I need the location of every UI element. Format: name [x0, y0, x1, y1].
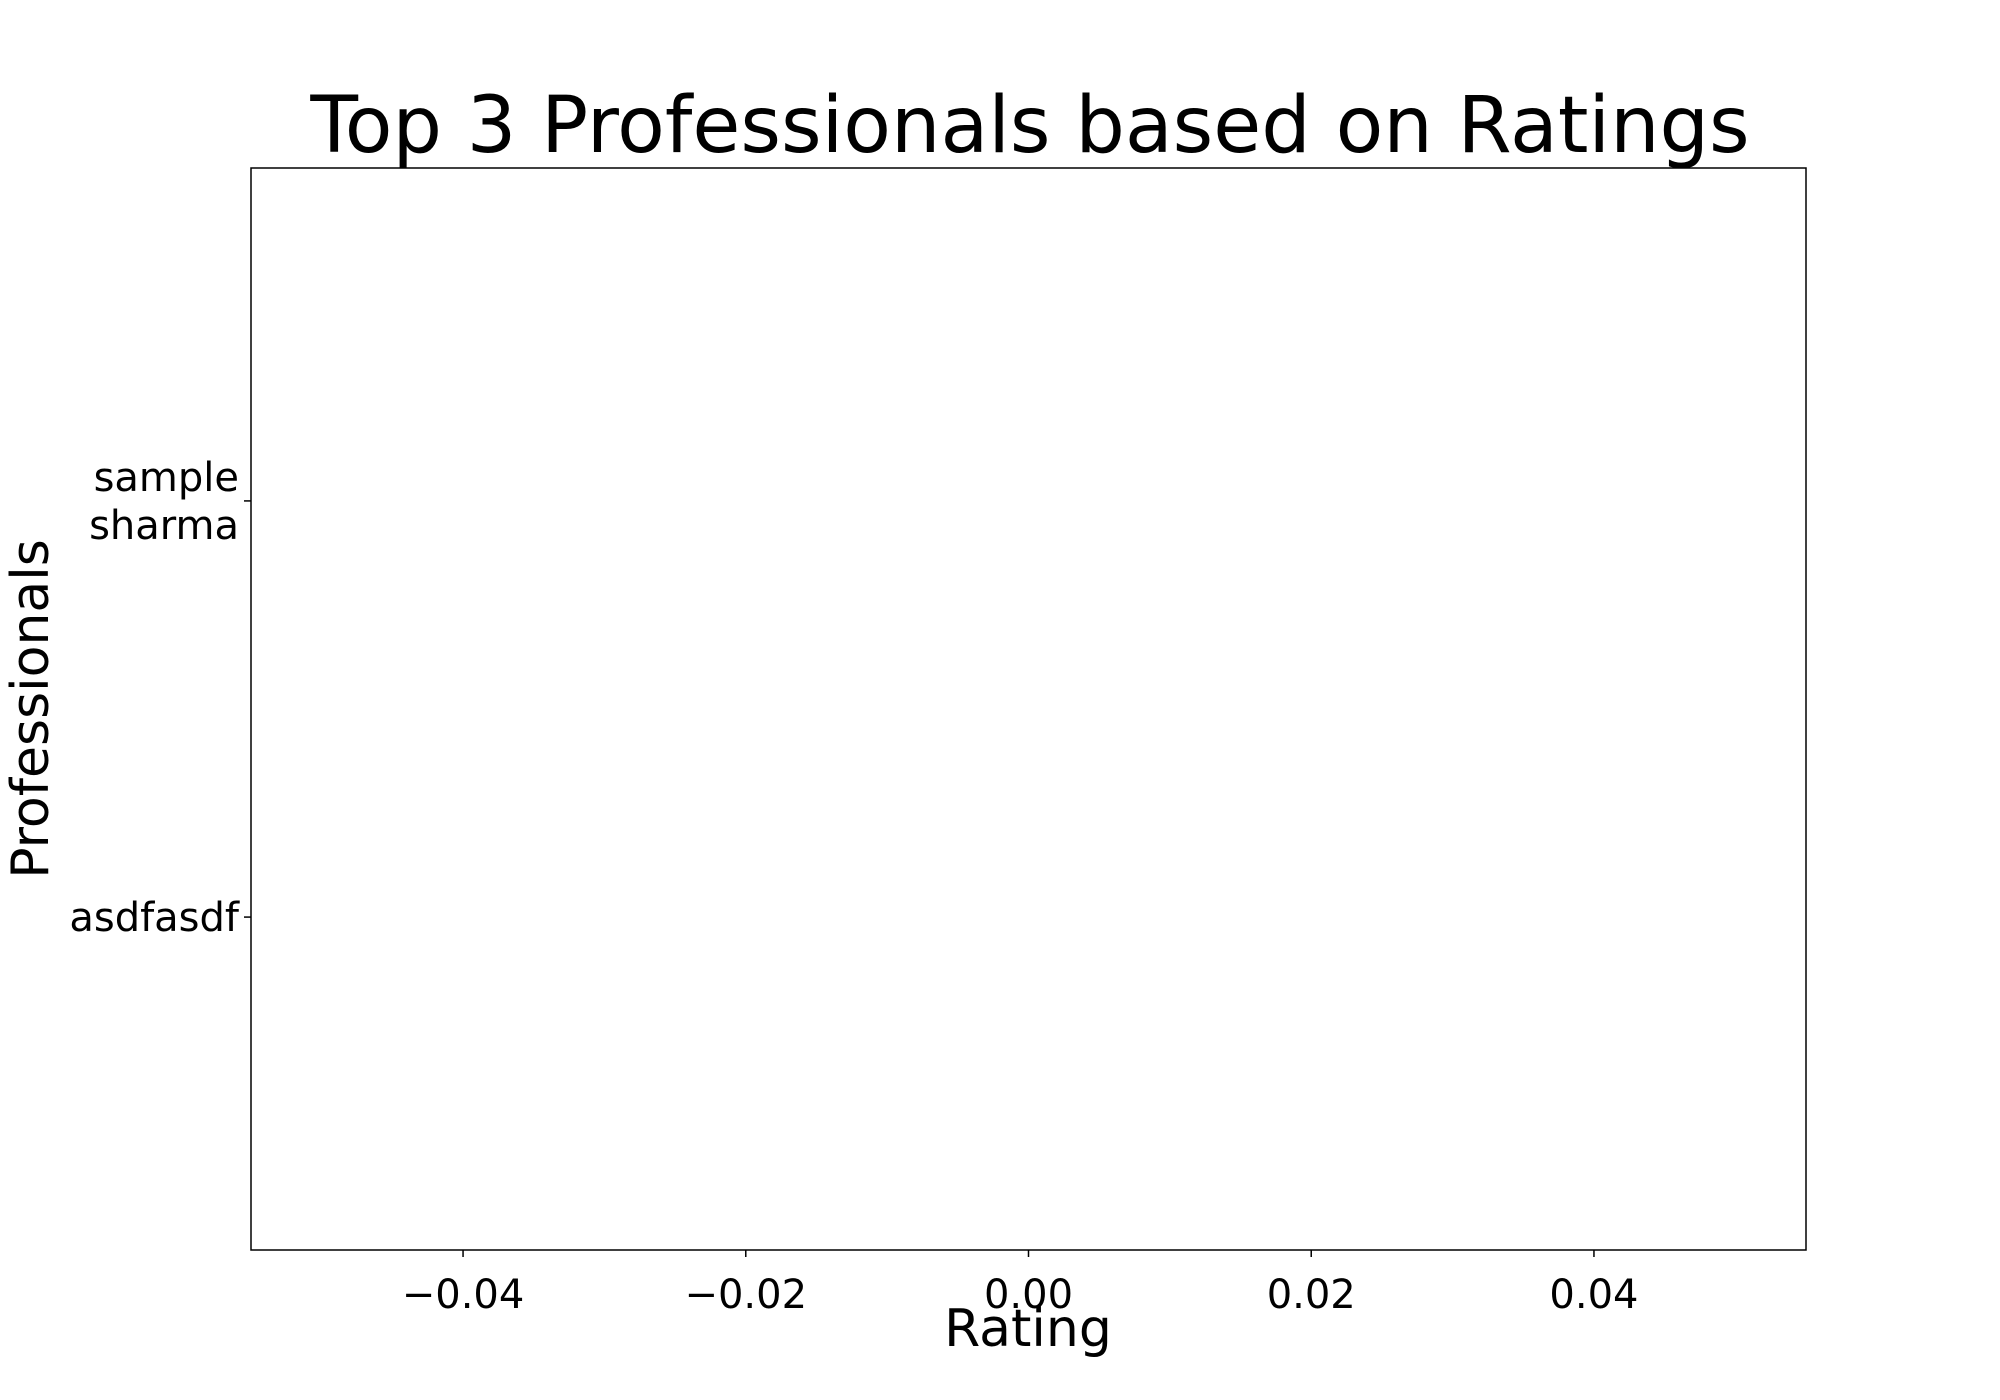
y-tick-label: sample — [94, 455, 239, 501]
x-axis-ticks: −0.04 −0.02 0.00 0.02 0.04 — [402, 1250, 1638, 1318]
x-tick-label: −0.02 — [684, 1272, 807, 1318]
x-tick-label: 0.00 — [984, 1272, 1073, 1318]
y-tick-label: sharma — [89, 503, 239, 549]
x-tick-label: 0.02 — [1267, 1272, 1356, 1318]
x-tick-label: 0.04 — [1549, 1272, 1638, 1318]
y-axis-label: Professionals — [1, 539, 61, 879]
chart-title: Top 3 Professionals based on Ratings — [309, 81, 1749, 171]
x-tick-label: −0.04 — [402, 1272, 525, 1318]
x-axis-label: Rating — [944, 1299, 1112, 1359]
y-tick-label: asdfasdf — [69, 895, 240, 941]
plot-area — [250, 167, 1807, 1251]
